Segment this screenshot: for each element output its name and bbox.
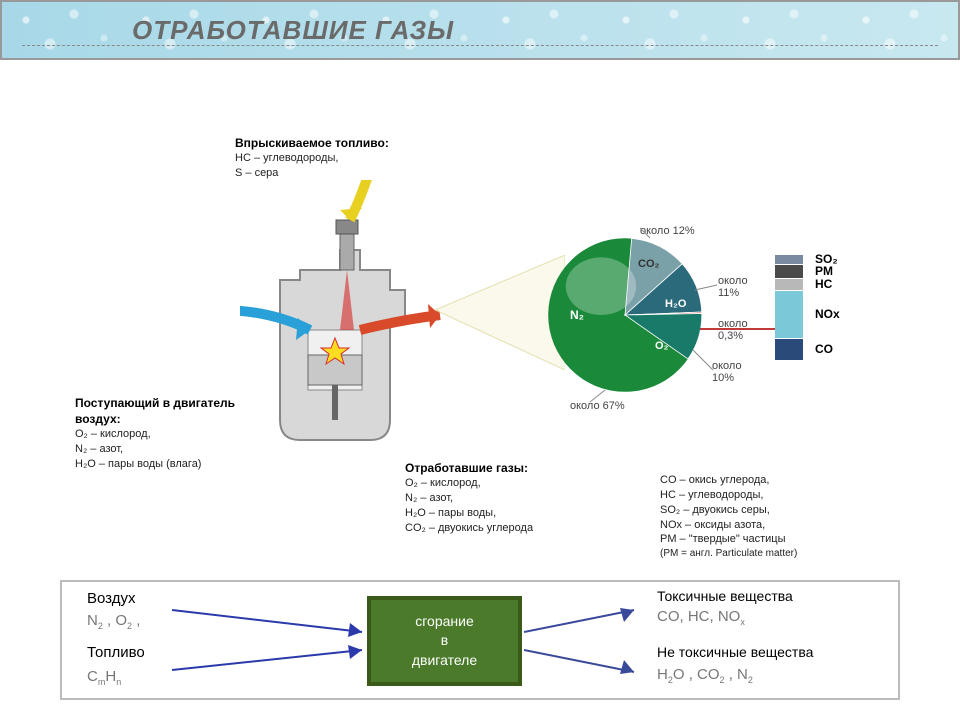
toxic-formula: CO, HC, NOx	[657, 608, 745, 627]
toxic-label: Токсичные вещества	[657, 588, 793, 604]
box-l0: сгорание	[371, 612, 518, 632]
flow-in-arrows	[172, 592, 382, 692]
exhaust-c1-3: CO₂ – двуокись углерода	[405, 521, 533, 536]
flow-panel: Воздух N2 , O2 , Топливо CmHn сгорание в…	[60, 580, 900, 700]
nontoxic-label: Не токсичные вещества	[657, 644, 813, 660]
intake-air-block: Поступающий в двигатель воздух: O₂ – кис…	[75, 395, 245, 472]
fuel-line-0: HC – углеводороды,	[235, 151, 389, 166]
page-title: ОТРАБОТАВШИЕ ГАЗЫ	[132, 15, 454, 46]
engine-diagram	[240, 180, 460, 460]
bar-seg-SO₂	[775, 255, 803, 265]
bar-seg-PM	[775, 265, 803, 279]
title-bar: ОТРАБОТАВШИЕ ГАЗЫ	[0, 0, 960, 60]
fuel-line-1: S – сера	[235, 166, 389, 181]
flow-out-arrows	[524, 592, 654, 692]
bar-seg-NOx	[775, 291, 803, 339]
flow-air-formula: N2 , O2 ,	[87, 612, 140, 631]
intake-heading: Поступающий в двигатель воздух:	[75, 395, 245, 427]
main-diagram: Впрыскиваемое топливо: HC – углеводороды…	[0, 60, 960, 570]
exhaust-c2-4: PM – "твердые" частицы	[660, 532, 797, 547]
exhaust-c1-0: O₂ – кислород,	[405, 476, 533, 491]
bar-seg-HC	[775, 279, 803, 291]
fuel-inject-heading: Впрыскиваемое топливо:	[235, 135, 389, 151]
exhaust-c2-3: NOx – оксиды азота,	[660, 518, 797, 533]
exhaust-block: Отработавшие газы: O₂ – кислород, N₂ – а…	[405, 460, 533, 536]
nontoxic-formula: H2O , CO2 , N2	[657, 666, 753, 685]
exhaust-heading: Отработавшие газы:	[405, 460, 533, 476]
exhaust-c1-1: N₂ – азот,	[405, 491, 533, 506]
flow-fuel-label: Топливо	[87, 644, 145, 661]
intake-line-1: N₂ – азот,	[75, 442, 245, 457]
exhaust-c1-2: H₂O – пары воды,	[405, 506, 533, 521]
box-l1: в	[371, 631, 518, 651]
flow-fuel-formula: CmHn	[87, 668, 121, 687]
intake-line-0: O₂ – кислород,	[75, 427, 245, 442]
bar-label-PM: PM	[815, 264, 833, 278]
exhaust-c2-0: CO – окись углерода,	[660, 473, 797, 488]
pollutant-bar	[775, 255, 803, 361]
exhaust-c2-2: SO₂ – двуокись серы,	[660, 503, 797, 518]
bar-label-HC: HC	[815, 277, 832, 291]
pie-leaders	[545, 220, 775, 420]
bar-seg-CO	[775, 339, 803, 361]
exhaust-col2: CO – окись углерода, HC – углеводороды, …	[660, 473, 797, 561]
fuel-inject-block: Впрыскиваемое топливо: HC – углеводороды…	[235, 135, 389, 181]
bar-label-CO: CO	[815, 342, 833, 356]
flow-air-label: Воздух	[87, 590, 135, 607]
combustion-box: сгорание в двигателе	[367, 596, 522, 686]
exhaust-c2-1: HC – углеводороды,	[660, 488, 797, 503]
intake-line-2: H₂O – пары воды (влага)	[75, 457, 245, 472]
exhaust-c2-5: (PM = англ. Particulate matter)	[660, 547, 797, 561]
box-l2: двигателе	[371, 651, 518, 671]
bar-label-NOx: NOx	[815, 307, 840, 321]
